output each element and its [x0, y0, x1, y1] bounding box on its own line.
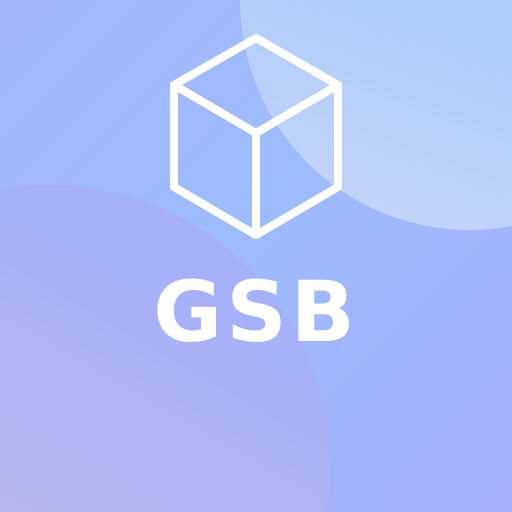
brand-name: GSB: [153, 263, 359, 361]
cube-icon: [170, 34, 342, 239]
